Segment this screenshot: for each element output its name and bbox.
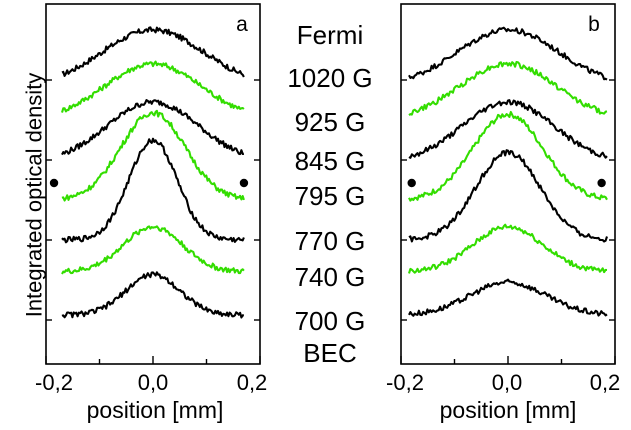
center-label-770g: 770 G xyxy=(295,226,366,256)
panel-b-marker-dot xyxy=(597,179,605,187)
panel-a-ticks xyxy=(46,80,260,364)
panel-b-ticks xyxy=(401,80,615,364)
panel-a-markers xyxy=(50,179,248,187)
panel-a-curve-700g xyxy=(62,272,244,317)
y-axis-label: Integrated optical density xyxy=(22,73,47,318)
panel-b-x-axis-label: position [mm] xyxy=(440,397,577,423)
panel-a: a -0,2 0,0 0,2 position [mm] xyxy=(35,4,267,423)
panel-a-marker-dot xyxy=(50,179,58,187)
panel-a-x-axis-label: position [mm] xyxy=(87,397,224,423)
panel-a-letter: a xyxy=(236,13,248,36)
panel-b-xtick-left: -0,2 xyxy=(386,370,424,395)
panel-a-curve-1020g xyxy=(62,27,244,77)
panel-b: b -0,2 0,0 0,2 position [mm] xyxy=(386,4,620,423)
center-label-740g: 740 G xyxy=(295,262,366,292)
panel-b-curves xyxy=(409,28,607,316)
panel-a-curve-925g xyxy=(62,62,244,113)
panel-b-curve-795g xyxy=(409,112,607,201)
panel-a-xtick-mid: 0,0 xyxy=(138,370,169,395)
panel-a-marker-dot xyxy=(240,179,248,187)
panel-a-frame xyxy=(46,4,260,364)
panel-b-letter: b xyxy=(588,13,600,36)
panel-b-curve-700g xyxy=(409,280,607,316)
center-label-bec: BEC xyxy=(303,338,356,368)
center-label-1020g: 1020 G xyxy=(287,63,372,93)
panel-b-curve-1020g xyxy=(409,28,607,80)
panel-b-markers xyxy=(408,179,606,187)
center-label-925g: 925 G xyxy=(295,107,366,137)
panel-a-xtick-right: 0,2 xyxy=(237,370,268,395)
center-label-795g: 795 G xyxy=(295,181,366,211)
panel-b-curve-845g xyxy=(409,100,607,158)
center-label-700g: 700 G xyxy=(295,306,366,336)
panel-a-curves xyxy=(62,27,244,317)
center-label-fermi: Fermi xyxy=(297,20,363,50)
panel-b-xtick-right: 0,2 xyxy=(590,370,621,395)
center-labels: Fermi 1020 G 925 G 845 G 795 G 770 G 740 G 700 … xyxy=(287,20,372,368)
panel-b-curve-925g xyxy=(409,62,607,115)
panel-a-curve-845g xyxy=(62,100,244,155)
panel-a-xtick-left: -0,2 xyxy=(35,370,73,395)
center-label-845g: 845 G xyxy=(295,146,366,176)
panel-a-curve-795g xyxy=(62,111,244,201)
panel-b-marker-dot xyxy=(408,179,416,187)
panel-b-xtick-mid: 0,0 xyxy=(492,370,523,395)
panel-a-curve-740g xyxy=(62,226,244,274)
